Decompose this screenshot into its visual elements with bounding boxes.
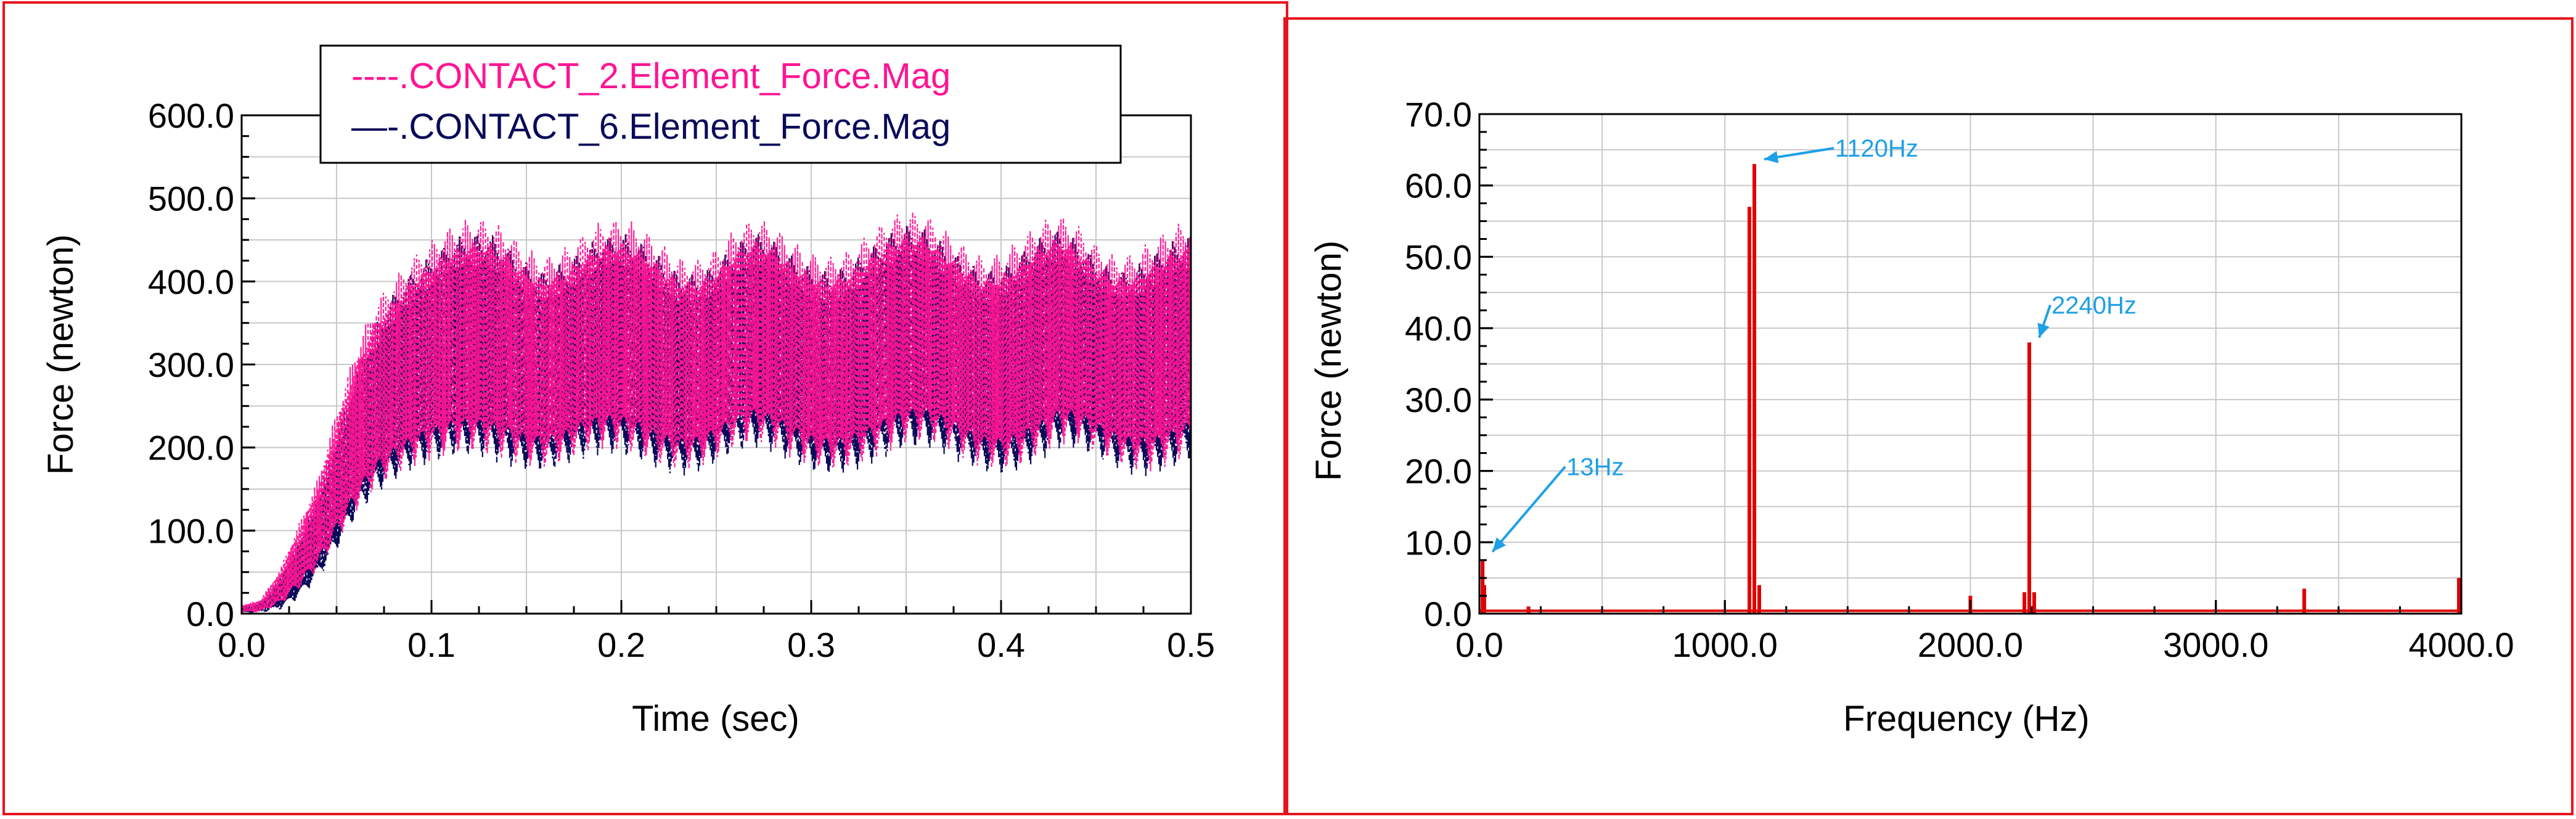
time-chart-x-tick-label: 0.1 [407,625,456,664]
time-chart-x-axis-label: Time (sec) [632,699,799,739]
time-chart-x-tick-label: 0.4 [977,625,1025,664]
time-chart-panel: 0.0 0.1 0.2 0.3 0.4 0.5 0.0 100.0 200.0 300.0 400.… [2,1,1288,815]
frequency-chart-y-axis-label: Force (newton) [1309,241,1349,481]
frequency-chart-y-tick-label: 20.0 [1405,452,1472,491]
frequency-chart-x-tick-label: 4000.0 [2408,625,2514,664]
time-chart-x-tick-label: 0.0 [218,625,266,664]
time-chart-y-tick-label: 400.0 [148,262,234,301]
annotation-label: 1120Hz [1835,135,1918,162]
time-chart-series [240,212,1192,613]
legend-entry-contact-6: —-.CONTACT_6.Element_Force.Mag [351,107,951,147]
time-chart-y-tick-label: 0.0 [186,595,234,633]
frequency-chart-x-tick-label: 3000.0 [2163,625,2268,664]
legend-box [319,44,1122,164]
time-chart-y-tick-label: 300.0 [148,345,234,384]
frequency-chart-y-tick-label: 50.0 [1405,237,1472,276]
time-chart-x-tick-label: 0.2 [597,625,645,664]
frequency-chart-y-tick-label: 0.0 [1424,595,1472,633]
frequency-chart-tick-labels: 0.0 1000.0 2000.0 3000.0 4000.0 0.0 10.0 20.0 30… [1405,95,2514,664]
annotation-label: 13Hz [1566,454,1624,481]
frequency-chart-y-tick-label: 70.0 [1405,95,1472,134]
frequency-chart-y-tick-label: 10.0 [1405,523,1472,562]
frequency-chart-axes [1478,113,2463,615]
time-chart-tick-labels: 0.0 0.1 0.2 0.3 0.4 0.5 0.0 100.0 200.0 300.0 400.… [148,96,1215,664]
annotation-arrow-head [1764,150,1779,163]
frequency-chart-y-tick-label: 30.0 [1405,381,1472,419]
annotation-label: 2240Hz [2051,292,2136,319]
legend-entry-contact-2: ----.CONTACT_2.Element_Force.Mag [351,56,951,96]
panel-border-right [1283,17,2574,815]
frequency-chart-y-tick-label: 40.0 [1405,309,1472,348]
time-chart-y-tick-label: 100.0 [148,511,234,550]
frequency-chart-x-tick-label: 0.0 [1455,625,1503,664]
frequency-chart-annotations: 13Hz 1120Hz 2240Hz [1491,135,2136,553]
time-chart-y-tick-label: 200.0 [148,429,234,467]
time-chart-legend: ----.CONTACT_2.Element_Force.Mag —-.CONT… [319,44,1122,164]
frequency-chart-series [1479,164,2461,614]
annotation-arrow-line [1491,466,1566,553]
time-chart-y-axis-label: Force (newton) [41,234,81,475]
panel-border-left [2,1,1288,815]
frequency-chart-x-tick-label: 1000.0 [1672,625,1778,664]
frequency-chart-panel: 0.0 1000.0 2000.0 3000.0 4000.0 0.0 10.0 20.0 30… [1283,17,2574,815]
frequency-chart-y-tick-label: 60.0 [1405,167,1472,205]
time-chart-y-tick-label: 600.0 [148,96,234,135]
time-chart-x-tick-label: 0.5 [1167,625,1215,664]
frequency-chart-x-axis-label: Frequency (Hz) [1843,699,2090,739]
time-chart-y-tick-label: 500.0 [148,179,234,218]
time-series-line-contact-2 [240,212,1192,613]
frequency-chart-x-tick-label: 2000.0 [1918,625,2023,664]
annotation-arrow-head [2037,323,2050,338]
annotation-arrow-head [1492,537,1507,552]
time-chart-x-tick-label: 0.3 [787,625,835,664]
